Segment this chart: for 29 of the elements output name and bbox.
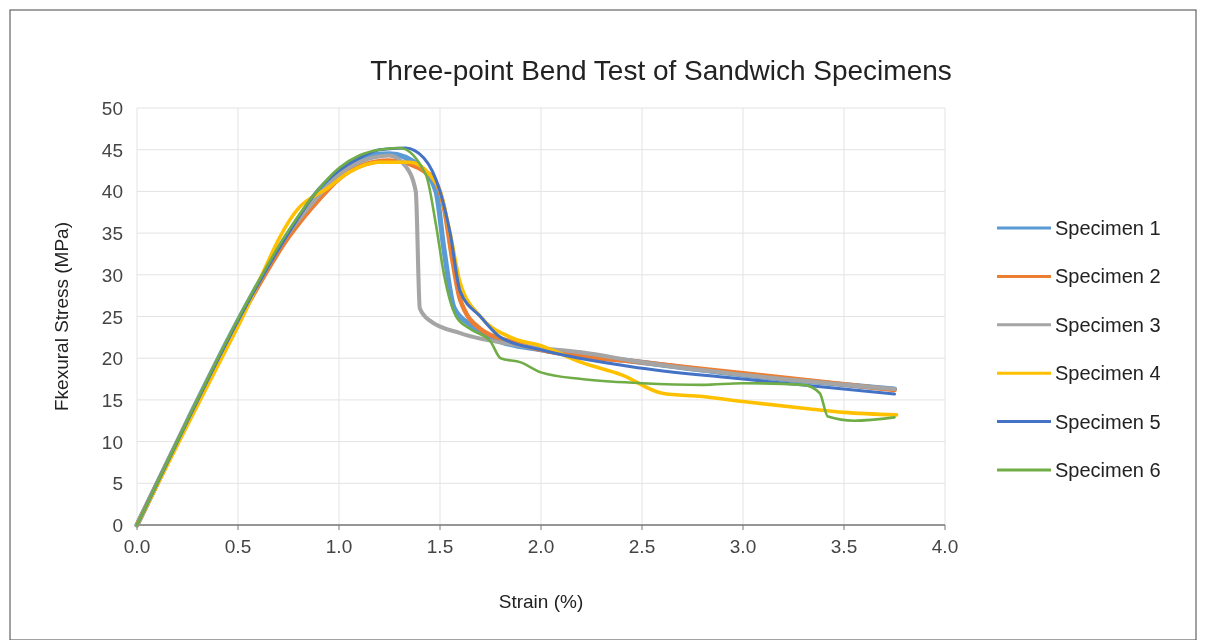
x-tick-label: 0.5 <box>224 536 252 557</box>
y-tick-label: 10 <box>101 431 123 453</box>
y-tick-label: 25 <box>101 306 123 328</box>
x-tick-label: 1.0 <box>325 536 353 557</box>
y-tick-label: 0 <box>112 515 123 536</box>
legend-label: Specimen 6 <box>1055 459 1161 481</box>
x-axis-title: Strain (%) <box>498 591 584 612</box>
y-tick-label: 50 <box>101 98 123 119</box>
y-tick-label: 40 <box>101 181 123 203</box>
legend-label: Specimen 4 <box>1055 362 1161 385</box>
x-tick-label: 3.5 <box>830 536 858 557</box>
y-tick-label: 30 <box>101 264 123 286</box>
y-tick-label: 15 <box>101 389 123 411</box>
y-tick-label: 20 <box>101 348 123 370</box>
y-tick-label: 35 <box>101 223 123 245</box>
y-tick-label: 45 <box>101 139 123 161</box>
chart-title: Three-point Bend Test of Sandwich Specimens <box>370 55 952 86</box>
legend-label: Specimen 3 <box>1055 313 1161 336</box>
x-tick-label: 2.0 <box>527 536 555 557</box>
y-tick-label: 5 <box>112 473 123 495</box>
x-tick-label: 0.0 <box>123 536 151 557</box>
x-tick-label: 2.5 <box>628 536 656 557</box>
legend-label: Specimen 5 <box>1055 410 1161 433</box>
legend-label: Specimen 1 <box>1055 217 1161 239</box>
x-tick-label: 1.5 <box>426 536 454 557</box>
y-axis-title: Fkexural Stress (MPa) <box>51 222 72 411</box>
legend-label: Specimen 2 <box>1055 265 1161 288</box>
x-tick-label: 3.0 <box>729 536 757 557</box>
x-tick-label: 4.0 <box>931 536 959 557</box>
